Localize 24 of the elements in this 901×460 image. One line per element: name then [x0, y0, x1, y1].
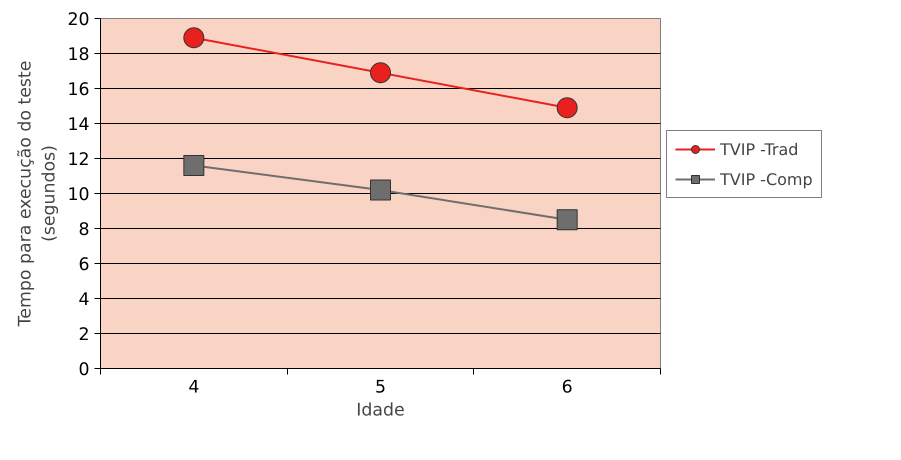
y-tick-label: 12: [67, 150, 90, 170]
y-tick-label: 8: [78, 220, 90, 240]
y-tick-label: 16: [67, 80, 90, 100]
y-tick-label: 0: [78, 360, 90, 380]
legend-label: TVIP -Trad: [720, 140, 798, 158]
x-tick-label: 4: [188, 378, 200, 398]
y-tick-label: 10: [67, 185, 90, 205]
y-tick-label: 2: [78, 325, 90, 345]
point: [183, 155, 204, 176]
point: [556, 209, 578, 230]
y-tick-label: 4: [78, 290, 90, 310]
y-tick-label: 6: [78, 255, 90, 275]
x-tick-label: 5: [374, 378, 386, 398]
point: [370, 180, 391, 200]
x-tick-label: 6: [562, 378, 573, 398]
legend-label: TVIP -Comp: [720, 170, 813, 188]
y-tick-label: 20: [67, 10, 90, 30]
y-tick-label: 14: [67, 115, 90, 135]
point: [556, 97, 578, 118]
y-axis-title: Tempo para execução do teste (segundos): [15, 60, 60, 328]
point: [183, 27, 204, 48]
point: [370, 62, 391, 84]
x-axis-title: Idade: [356, 400, 405, 420]
y-tick-label: 18: [67, 45, 90, 65]
